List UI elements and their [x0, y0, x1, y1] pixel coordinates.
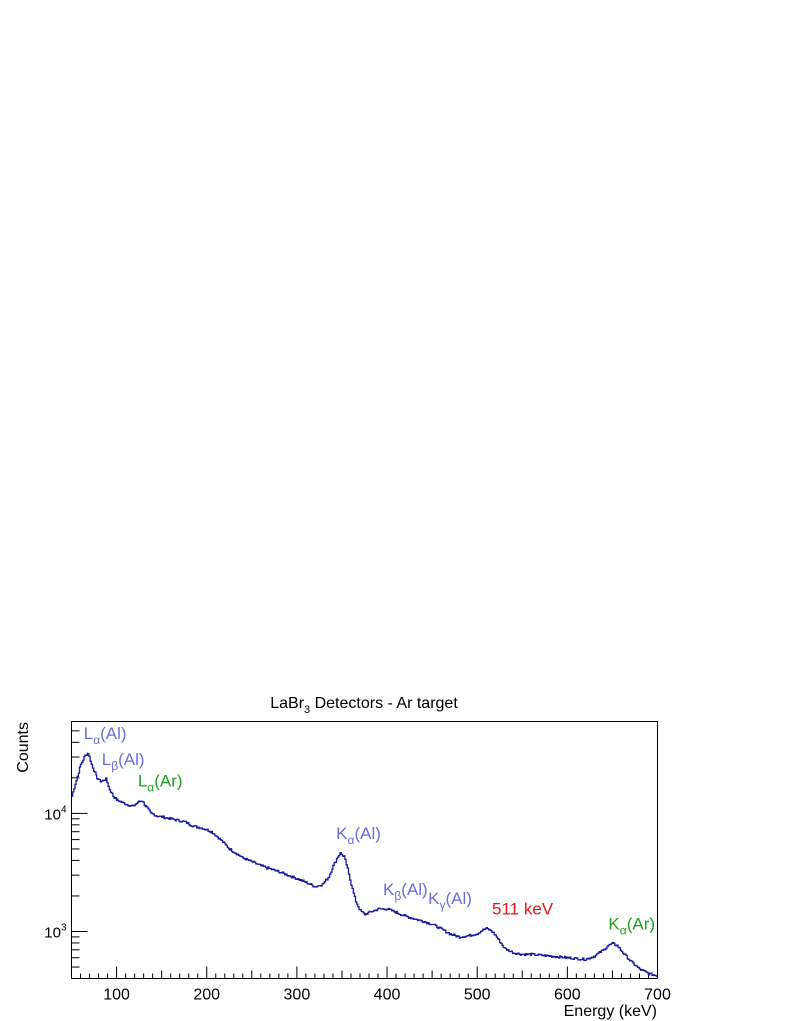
x-tick-label: 500 [464, 987, 491, 1004]
annotation-la-ar: Lα(Ar) [138, 772, 183, 795]
annotation-lb-al: Lβ(Al) [102, 750, 145, 773]
y-axis: 103 104 [44, 721, 88, 979]
x-tick-label: 200 [193, 987, 220, 1004]
peak-annotations: Lα(Al) Lβ(Al)Lα(Ar) Kα(Al) Kβ(Al) Kγ(Al) 511 … [84, 724, 655, 938]
x-tick-label: 300 [284, 987, 311, 1004]
spectrum-line [71, 752, 658, 978]
annotation-annihilation-511: 511 keV [492, 900, 554, 919]
chart-title: LaBr3 Detectors - Ar target [270, 695, 458, 716]
y-axis-label: Counts [15, 722, 32, 773]
chart-title-rest: Detectors - Ar target [310, 695, 458, 712]
x-tick-label: 700 [644, 987, 671, 1004]
x-tick-label: 600 [554, 987, 581, 1004]
annotation-kg-al: Kγ(Al) [428, 889, 472, 912]
chart-title-subscript: 3 [304, 704, 310, 716]
x-axis-label: Energy (keV) [564, 1003, 657, 1020]
chart-title-main: LaBr [270, 695, 304, 712]
y-tick-label: 103 [44, 923, 67, 942]
annotation-la-al: Lα(Al) [84, 724, 127, 747]
x-axis: 100 200 300 400 500 600 700 [71, 966, 671, 1004]
y-tick-label: 104 [44, 804, 67, 823]
annotation-kb-al: Kβ(Al) [383, 880, 428, 903]
x-tick-label: 100 [103, 987, 130, 1004]
annotation-ka-ar: Kα(Ar) [608, 915, 655, 938]
plot-frame [71, 721, 658, 979]
x-tick-label: 400 [374, 987, 401, 1004]
annotation-ka-al: Kα(Al) [336, 824, 381, 847]
